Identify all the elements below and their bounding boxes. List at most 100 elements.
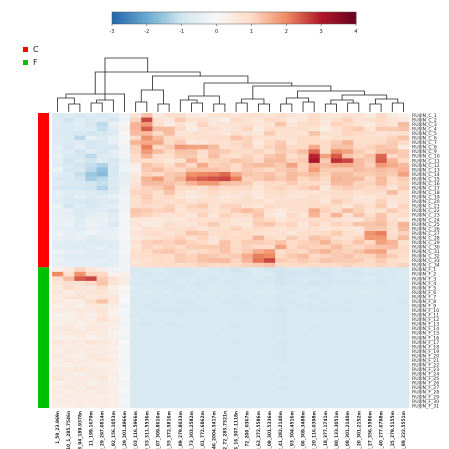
heatmap-cell bbox=[174, 394, 187, 400]
heatmap-cell bbox=[74, 221, 86, 227]
heatmap-cell bbox=[197, 249, 209, 254]
heatmap-cell bbox=[252, 185, 265, 191]
heatmap-cell bbox=[386, 158, 399, 164]
heatmap-cell bbox=[297, 122, 309, 127]
heatmap-cell bbox=[52, 380, 64, 386]
heatmap-cell bbox=[52, 262, 64, 268]
heatmap-cell bbox=[130, 208, 142, 214]
heatmap-cell bbox=[397, 221, 410, 227]
colorbar-segment bbox=[150, 12, 154, 24]
heatmap-cell bbox=[342, 380, 354, 386]
heatmap-cell bbox=[185, 153, 198, 159]
heatmap-cell bbox=[286, 140, 298, 146]
row-label: RUIJIN_F_23 bbox=[412, 367, 439, 373]
heatmap-cell bbox=[185, 253, 198, 259]
heatmap-cell bbox=[174, 317, 187, 323]
heatmap-cell bbox=[174, 231, 187, 236]
heatmap-cell bbox=[74, 308, 86, 313]
heatmap-cell bbox=[152, 362, 164, 368]
heatmap-cell bbox=[96, 113, 109, 118]
heatmap-cell bbox=[375, 240, 387, 245]
heatmap-cell bbox=[297, 312, 309, 318]
heatmap-cell bbox=[286, 380, 298, 386]
heatmap-cell bbox=[286, 303, 298, 309]
heatmap-cell bbox=[85, 122, 97, 127]
heatmap-cell bbox=[118, 172, 131, 177]
heatmap-cell bbox=[63, 185, 75, 191]
heatmap-cell bbox=[286, 190, 298, 195]
heatmap-cell bbox=[163, 353, 176, 359]
heatmap-cell bbox=[118, 235, 131, 241]
heatmap-cell bbox=[163, 271, 176, 277]
heatmap-cell bbox=[353, 385, 365, 391]
heatmap-cell bbox=[63, 253, 75, 259]
heatmap-cell bbox=[85, 117, 97, 123]
colorbar-segment bbox=[236, 12, 239, 24]
heatmap-cell bbox=[364, 140, 376, 146]
heatmap-cell bbox=[297, 303, 309, 309]
colorbar-segment bbox=[343, 12, 347, 24]
heatmap-cell bbox=[163, 226, 176, 232]
heatmap-cell bbox=[107, 122, 120, 127]
heatmap-cell bbox=[174, 122, 187, 127]
colorbar-segment bbox=[252, 12, 255, 24]
heatmap-cell bbox=[230, 371, 242, 377]
heatmap-cell bbox=[96, 208, 109, 214]
heatmap-cell bbox=[63, 144, 75, 150]
heatmap-cell bbox=[397, 131, 410, 136]
heatmap-cell bbox=[330, 280, 343, 286]
heatmap-cell bbox=[252, 221, 265, 227]
heatmap-cell bbox=[230, 290, 242, 295]
heatmap-cell bbox=[174, 185, 187, 191]
heatmap-cell bbox=[197, 244, 209, 250]
heatmap-cell bbox=[118, 362, 131, 368]
colorbar-segment bbox=[197, 12, 200, 24]
heatmap-cell bbox=[152, 172, 164, 177]
heatmap-cell bbox=[308, 290, 321, 295]
heatmap-cell bbox=[263, 208, 276, 214]
heatmap-cell bbox=[263, 244, 276, 250]
heatmap-cell bbox=[107, 353, 120, 359]
heatmap-cell bbox=[85, 280, 97, 286]
heatmap-cell bbox=[107, 176, 120, 182]
heatmap-cell bbox=[197, 299, 209, 304]
heatmap-cell bbox=[96, 253, 109, 259]
heatmap-cell bbox=[63, 262, 75, 268]
heatmap-cell bbox=[375, 181, 387, 186]
heatmap-cell bbox=[397, 380, 410, 386]
heatmap-cell bbox=[185, 276, 198, 282]
heatmap-cell bbox=[241, 126, 254, 132]
heatmap-cell bbox=[275, 185, 287, 191]
heatmap-cell bbox=[63, 398, 75, 404]
heatmap-cell bbox=[275, 167, 287, 173]
heatmap-cell bbox=[353, 271, 365, 277]
heatmap-cell bbox=[118, 371, 131, 377]
row-label: RUIJIN_F_18 bbox=[412, 344, 439, 350]
heatmap-cell bbox=[252, 330, 265, 336]
heatmap-cell bbox=[163, 172, 176, 177]
heatmap-cell bbox=[252, 271, 265, 277]
colorbar-segment bbox=[256, 12, 259, 24]
column-label: 5_27_356.5586m bbox=[367, 410, 373, 449]
heatmap-cell bbox=[230, 394, 242, 400]
heatmap-cell bbox=[342, 339, 354, 345]
heatmap-cell bbox=[74, 335, 86, 341]
heatmap-cell bbox=[230, 330, 242, 336]
heatmap-cell bbox=[85, 380, 97, 386]
heatmap-cell bbox=[308, 385, 321, 391]
heatmap-cell bbox=[364, 358, 376, 363]
heatmap-cell bbox=[197, 276, 209, 282]
heatmap-cell bbox=[342, 253, 354, 259]
heatmap-cell bbox=[252, 144, 265, 150]
colorbar-segment bbox=[290, 12, 294, 24]
heatmap-cell bbox=[96, 362, 109, 368]
heatmap-cell bbox=[230, 280, 242, 286]
heatmap-cell bbox=[52, 371, 64, 377]
heatmap-cell bbox=[185, 312, 198, 318]
heatmap-cell bbox=[174, 181, 187, 186]
colorbar-segment bbox=[191, 12, 194, 24]
heatmap-cell bbox=[353, 176, 365, 182]
heatmap-cell bbox=[342, 167, 354, 173]
heatmap-cell bbox=[197, 389, 209, 395]
heatmap-cell bbox=[308, 231, 321, 236]
